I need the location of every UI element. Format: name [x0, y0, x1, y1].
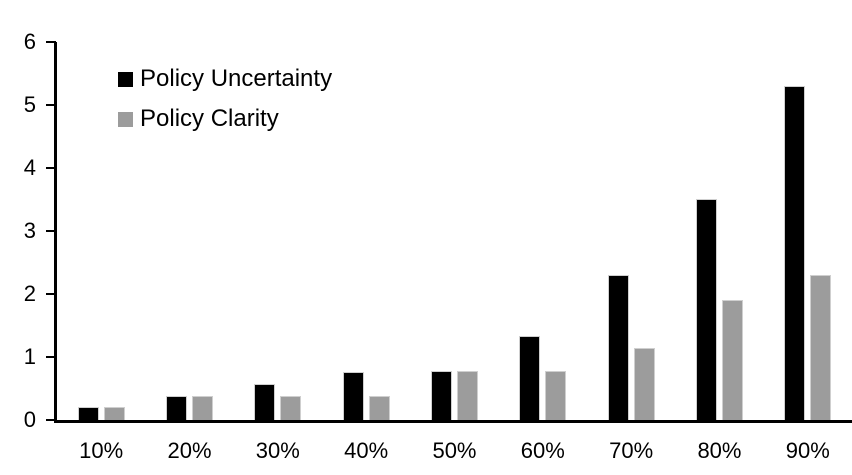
x-axis-category-label: 50%: [432, 438, 477, 463]
policy-uncertainty-swatch-icon: [118, 71, 133, 87]
x-axis-category-label: 30%: [255, 438, 300, 463]
x-axis-category-label: 40%: [344, 438, 389, 463]
legend-label: Policy Uncertainty: [140, 65, 333, 92]
y-axis-tick-label: 2: [23, 281, 36, 306]
bar-policy-clarity: [280, 396, 302, 420]
legend-item-policy-clarity: Policy Clarity: [118, 104, 332, 134]
bar-policy-clarity: [368, 396, 390, 420]
bar-group-50%: [410, 42, 498, 420]
bar-group-90%: [764, 42, 852, 420]
bar-policy-clarity: [103, 407, 125, 420]
y-axis-tick: [46, 104, 56, 106]
y-axis-tick: [46, 419, 56, 421]
x-axis-category-label: 80%: [697, 438, 742, 463]
bar-group-60%: [499, 42, 587, 420]
x-axis-category-label: 90%: [785, 438, 830, 463]
bar-group-10%: [57, 42, 145, 420]
y-axis-tick-label: 4: [23, 155, 36, 180]
bar-policy-clarity: [545, 371, 567, 420]
bar-group-30%: [234, 42, 322, 420]
bar-policy-uncertainty: [254, 384, 276, 420]
bar-policy-clarity: [721, 300, 743, 420]
x-axis-category-label: 10%: [79, 438, 124, 463]
y-axis-tick: [46, 293, 56, 295]
bar-policy-uncertainty: [165, 396, 187, 420]
bar-policy-uncertainty: [430, 371, 452, 420]
bar-policy-uncertainty: [607, 275, 629, 420]
bar-policy-uncertainty: [342, 372, 364, 420]
y-axis-tick-label: 0: [23, 407, 36, 432]
plot-area: [57, 42, 852, 420]
legend-label: Policy Clarity: [140, 105, 279, 132]
bar-policy-uncertainty: [519, 336, 541, 420]
x-axis-category-label: 20%: [167, 438, 212, 463]
x-axis-category-label: 60%: [520, 438, 565, 463]
bar-group-40%: [322, 42, 410, 420]
bar-group-70%: [587, 42, 675, 420]
y-axis-line: [54, 42, 57, 423]
y-axis-tick-label: 1: [23, 344, 36, 369]
x-axis: 10% 20% 30% 40% 50% 60% 70% 80% 90%: [57, 438, 852, 464]
bar-group-80%: [675, 42, 763, 420]
legend-item-policy-uncertainty: Policy Uncertainty: [118, 64, 332, 94]
bar-policy-uncertainty: [77, 407, 99, 420]
x-axis-line: [54, 420, 852, 423]
y-axis-tick-label: 6: [23, 29, 36, 54]
y-axis-tick-label: 5: [23, 92, 36, 117]
y-axis-tick-label: 3: [23, 218, 36, 243]
y-axis-tick: [46, 356, 56, 358]
bar-group-20%: [145, 42, 233, 420]
legend: Policy Uncertainty Policy Clarity: [118, 64, 332, 144]
bar-policy-clarity: [191, 396, 213, 420]
bar-policy-clarity: [810, 275, 832, 420]
bar-policy-clarity: [633, 348, 655, 420]
bar-policy-uncertainty: [784, 86, 806, 420]
policy-clarity-swatch-icon: [118, 111, 133, 127]
y-axis-tick: [46, 230, 56, 232]
y-axis-tick: [46, 167, 56, 169]
y-axis-tick: [46, 41, 56, 43]
bar-policy-uncertainty: [695, 199, 717, 420]
x-axis-category-label: 70%: [609, 438, 654, 463]
bar-policy-clarity: [456, 371, 478, 420]
